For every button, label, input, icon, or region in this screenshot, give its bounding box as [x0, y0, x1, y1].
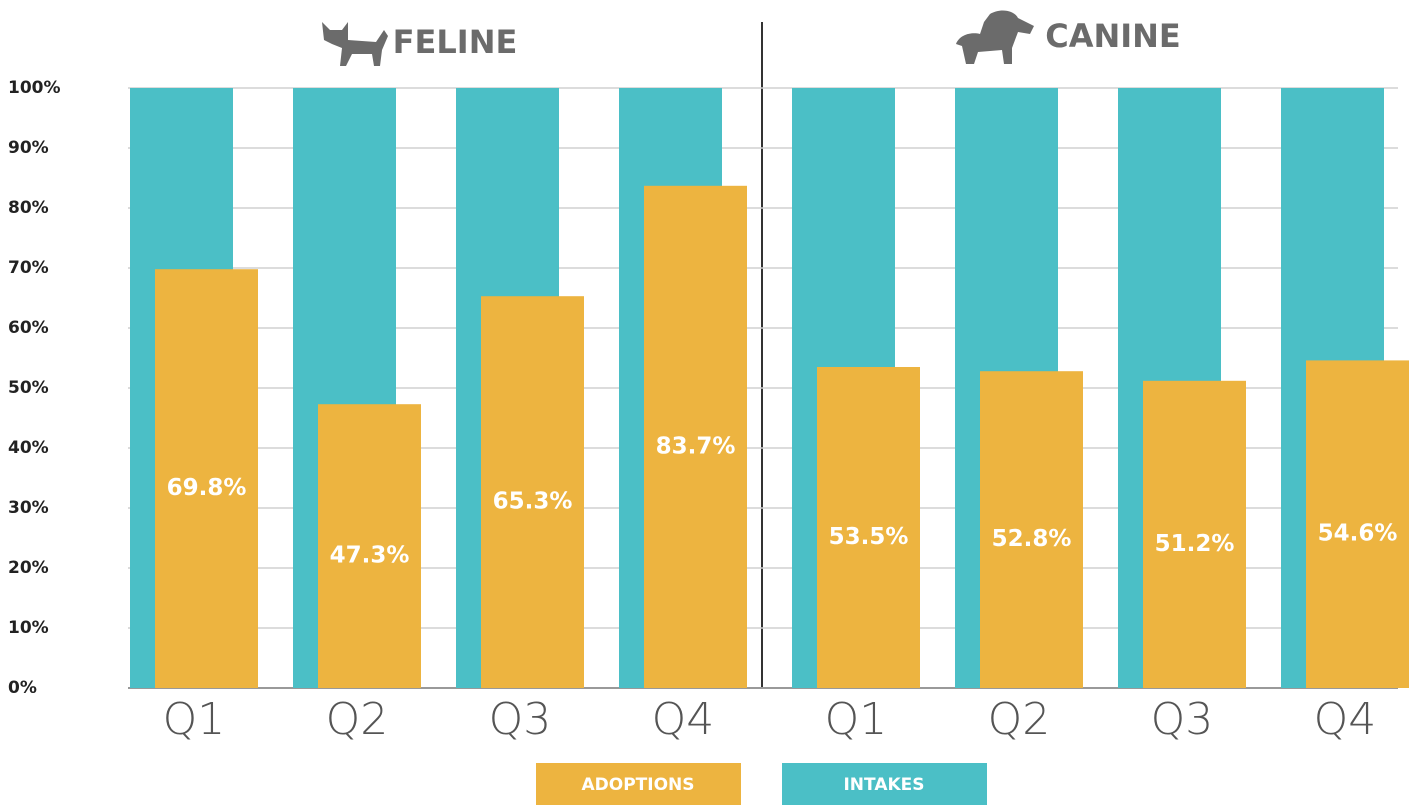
- bar: [1306, 360, 1409, 688]
- bar: [155, 269, 258, 688]
- y-tick-label: 100%: [8, 78, 61, 98]
- y-tick-label: 30%: [8, 498, 49, 518]
- bar: [318, 404, 421, 688]
- value-label: 54.6%: [1318, 521, 1398, 547]
- y-tick-label: 40%: [8, 438, 49, 458]
- legend-swatch: [536, 763, 741, 805]
- value-label: 83.7%: [656, 433, 736, 459]
- y-tick-label: 20%: [8, 558, 49, 578]
- y-tick-label: 80%: [8, 198, 49, 218]
- x-tick-label: Q4: [652, 694, 715, 745]
- value-label: 69.8%: [167, 475, 247, 501]
- bar: [481, 296, 584, 688]
- x-tick-label: Q2: [326, 694, 389, 745]
- bar: [817, 367, 920, 688]
- y-tick-label: 10%: [8, 618, 49, 638]
- bar: [644, 185, 747, 689]
- x-tick-label: Q2: [988, 694, 1051, 745]
- x-tick-label: Q4: [1314, 694, 1377, 745]
- y-tick-label: 0%: [8, 678, 37, 698]
- bar: [1143, 380, 1246, 688]
- legend-swatch: [782, 763, 987, 805]
- dog-icon: [956, 10, 1034, 64]
- value-label: 51.2%: [1155, 531, 1235, 557]
- y-tick-label: 60%: [8, 318, 49, 338]
- group-title: CANINE: [1045, 17, 1181, 55]
- bar: [980, 371, 1083, 688]
- value-label: 53.5%: [829, 524, 909, 550]
- x-tick-label: Q1: [163, 694, 226, 745]
- y-tick-label: 50%: [8, 378, 49, 398]
- y-tick-label: 70%: [8, 258, 49, 278]
- x-tick-label: Q3: [1151, 694, 1214, 745]
- value-label: 65.3%: [493, 489, 573, 515]
- x-tick-label: Q1: [825, 694, 888, 745]
- value-label: 52.8%: [992, 526, 1072, 552]
- cat-icon: [322, 22, 388, 66]
- group-title: FELINE: [393, 23, 518, 61]
- legend-label: ADOPTIONS: [581, 775, 694, 795]
- y-tick-label: 90%: [8, 138, 49, 158]
- x-tick-label: Q3: [489, 694, 552, 745]
- legend-label: INTAKES: [843, 775, 924, 795]
- value-label: 47.3%: [330, 543, 410, 569]
